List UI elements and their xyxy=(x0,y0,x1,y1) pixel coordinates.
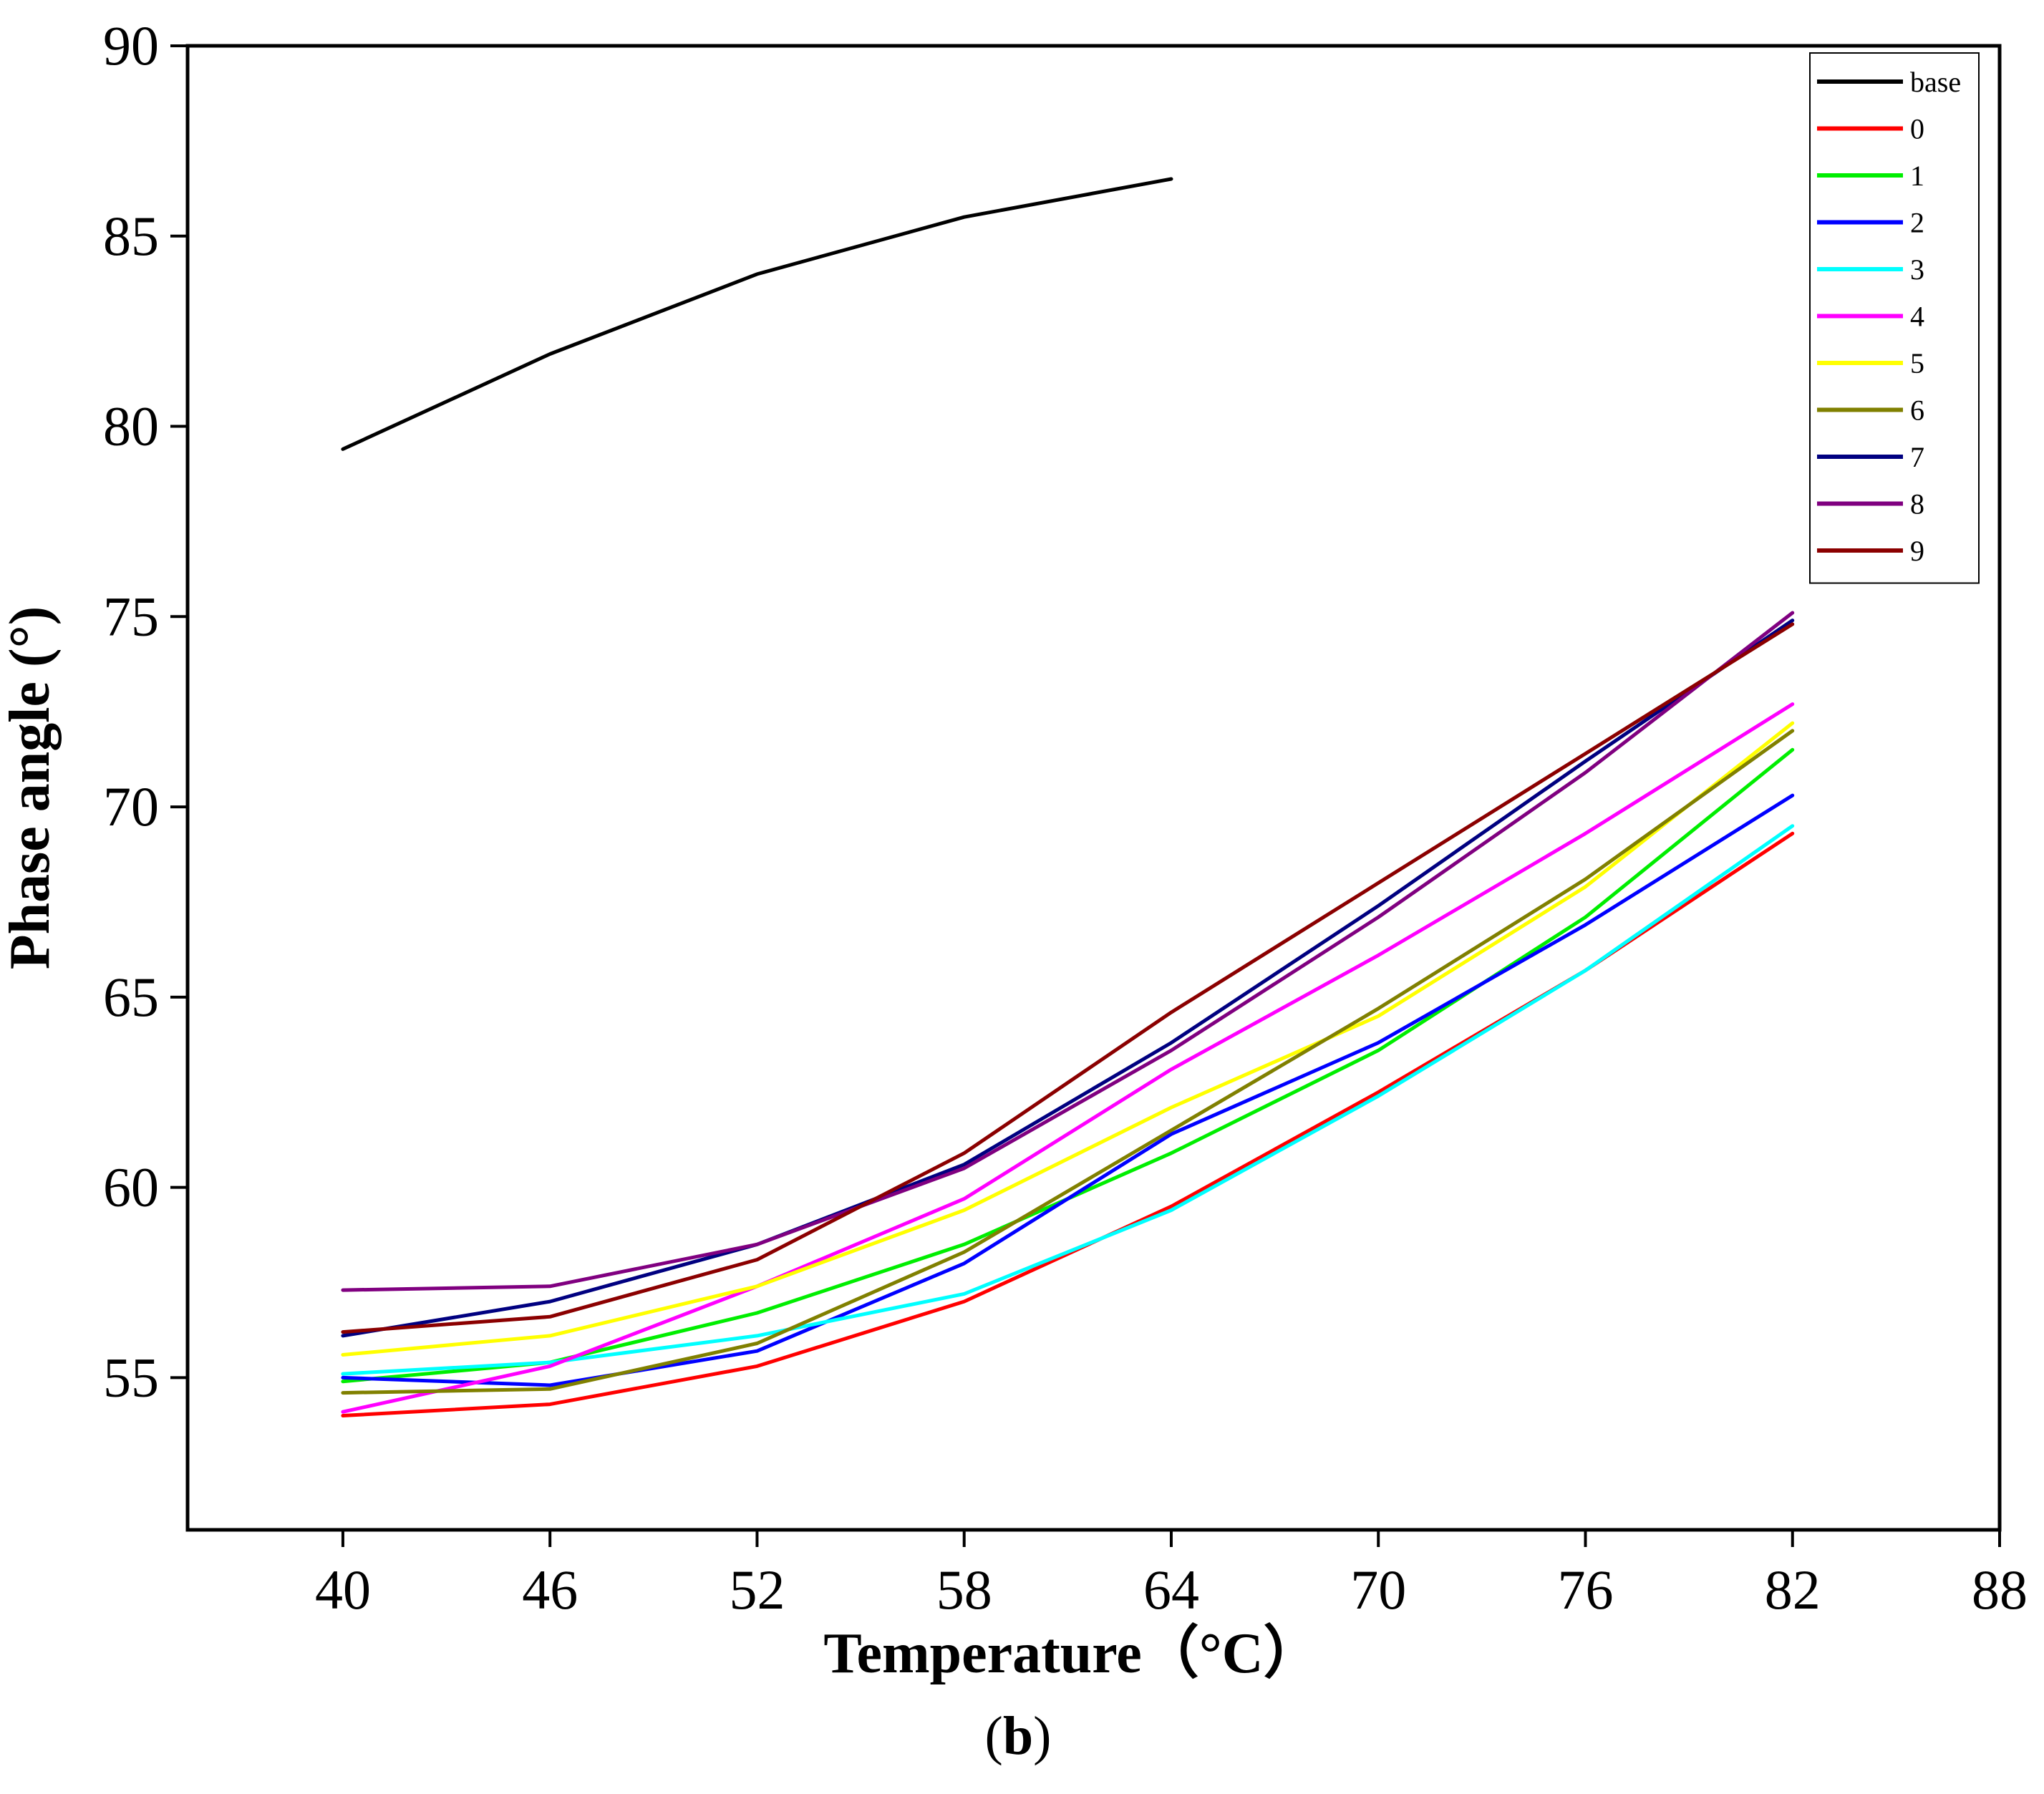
legend: base 0 1 2 3 4 5 6 7 8 9 xyxy=(1809,52,1980,584)
x-axis: 40 46 52 58 64 70 76 82 88 xyxy=(315,1530,2028,1621)
y-tick-label: 90 xyxy=(103,14,159,77)
series-line-9 xyxy=(341,622,1795,1334)
x-tick-label: 40 xyxy=(315,1558,371,1621)
legend-label-3: 3 xyxy=(1910,253,1924,286)
series-line-base xyxy=(341,177,1173,451)
caption-letter: b xyxy=(1003,1706,1033,1766)
y-tick-label: 85 xyxy=(103,205,159,267)
series-line-4 xyxy=(341,702,1795,1414)
series-line-0 xyxy=(341,831,1795,1417)
series-group xyxy=(341,177,1795,1417)
x-tick-label: 46 xyxy=(522,1558,578,1621)
series-line-5 xyxy=(341,721,1795,1357)
y-tick-label: 55 xyxy=(103,1346,159,1408)
caption-close-paren: ) xyxy=(1033,1706,1051,1766)
x-tick-label: 70 xyxy=(1350,1558,1406,1621)
legend-label-0: 0 xyxy=(1910,113,1924,145)
legend-label-8: 8 xyxy=(1910,488,1924,520)
legend-label-2: 2 xyxy=(1910,207,1924,239)
x-tick-label: 82 xyxy=(1765,1558,1821,1621)
x-axis-title: Temperature（°C） xyxy=(823,1622,1320,1685)
y-axis-title: Phase angle (°) xyxy=(0,606,62,970)
series-line-7 xyxy=(341,619,1795,1338)
y-axis: 55 60 65 70 75 80 85 90 xyxy=(103,14,188,1408)
x-tick-label: 76 xyxy=(1557,1558,1613,1621)
plot-frame xyxy=(185,44,2002,1532)
legend-label-9: 9 xyxy=(1910,535,1924,567)
series-line-3 xyxy=(341,824,1795,1376)
x-tick-label: 88 xyxy=(1972,1558,2028,1621)
legend-label-base: base xyxy=(1910,66,1961,98)
x-tick-label: 52 xyxy=(729,1558,785,1621)
legend-label-5: 5 xyxy=(1910,347,1924,379)
x-tick-label: 58 xyxy=(936,1558,992,1621)
x-tick-label: 64 xyxy=(1143,1558,1199,1621)
series-line-1 xyxy=(341,747,1795,1384)
legend-label-7: 7 xyxy=(1910,441,1924,473)
series-line-8 xyxy=(341,611,1795,1292)
legend-label-6: 6 xyxy=(1910,394,1924,427)
y-tick-label: 60 xyxy=(103,1156,159,1218)
figure-caption: (b) xyxy=(985,1706,1052,1766)
caption-open-paren: ( xyxy=(985,1706,1003,1766)
series-line-6 xyxy=(341,729,1795,1395)
y-tick-label: 65 xyxy=(103,966,159,1028)
y-tick-label: 75 xyxy=(103,585,159,647)
legend-label-1: 1 xyxy=(1910,160,1924,192)
series-line-2 xyxy=(341,793,1795,1387)
legend-label-4: 4 xyxy=(1910,301,1924,333)
y-tick-label: 80 xyxy=(103,395,159,457)
y-tick-label: 70 xyxy=(103,775,159,838)
